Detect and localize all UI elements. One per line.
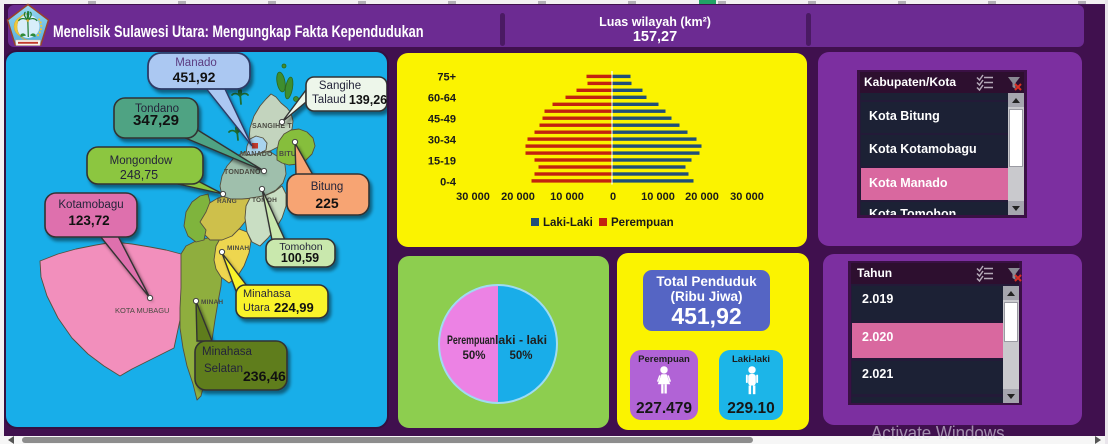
svg-text:236,46: 236,46 <box>243 368 286 384</box>
svg-text:Bitung: Bitung <box>311 181 344 193</box>
svg-text:30 000: 30 000 <box>730 191 764 203</box>
svg-text:30 000: 30 000 <box>456 191 490 203</box>
svg-text:Manado: Manado <box>175 57 217 69</box>
svg-text:Utara: Utara <box>243 302 271 314</box>
svg-text:0-4: 0-4 <box>440 177 457 189</box>
svg-text:45-49: 45-49 <box>428 114 456 126</box>
svg-text:Perempuan: Perempuan <box>447 335 495 347</box>
svg-text:15-19: 15-19 <box>428 156 456 168</box>
svg-text:60-64: 60-64 <box>428 93 457 105</box>
svg-text:KOTA MUBAGU: KOTA MUBAGU <box>115 306 169 315</box>
svg-text:10 000: 10 000 <box>641 191 675 203</box>
svg-text:Kotamobagu: Kotamobagu <box>58 199 123 211</box>
svg-text:Sangihe: Sangihe <box>319 80 361 92</box>
svg-text:20 000: 20 000 <box>685 191 719 203</box>
svg-text:75+: 75+ <box>437 72 456 84</box>
svg-text:Mongondow: Mongondow <box>110 155 173 167</box>
svg-text:Minahasa: Minahasa <box>202 346 252 358</box>
svg-text:Perempuan: Perempuan <box>611 217 674 229</box>
svg-text:123,72: 123,72 <box>68 213 109 228</box>
svg-text:RANG: RANG <box>217 198 237 205</box>
svg-text:Laki-Laki: Laki-Laki <box>543 217 593 229</box>
svg-text:Tomohon: Tomohon <box>279 241 322 253</box>
svg-text:BITU: BITU <box>279 151 296 158</box>
svg-text:451,92: 451,92 <box>173 69 216 85</box>
svg-text:225: 225 <box>315 195 339 211</box>
svg-text:10 000: 10 000 <box>550 191 584 203</box>
svg-text:30-34: 30-34 <box>428 135 457 147</box>
svg-text:MINAH: MINAH <box>227 245 249 252</box>
svg-text:248,75: 248,75 <box>120 168 158 182</box>
svg-text:laki - laki: laki - laki <box>495 335 547 347</box>
svg-text:139,26: 139,26 <box>349 93 387 107</box>
svg-text:100,59: 100,59 <box>281 251 319 265</box>
svg-text:Minahasa: Minahasa <box>243 288 292 300</box>
svg-text:Tondano: Tondano <box>135 103 179 115</box>
svg-text:TONDANO: TONDANO <box>224 169 261 176</box>
svg-text:Talaud: Talaud <box>312 94 346 106</box>
svg-text:MINAH: MINAH <box>201 299 223 306</box>
svg-text:50%: 50% <box>509 350 532 362</box>
svg-text:347,29: 347,29 <box>133 112 179 129</box>
svg-text:20 000: 20 000 <box>501 191 535 203</box>
svg-text:Selatan: Selatan <box>204 363 243 375</box>
svg-text:224,99: 224,99 <box>274 300 314 315</box>
svg-text:50%: 50% <box>462 350 485 362</box>
svg-text:SANGIHE T: SANGIHE T <box>252 123 292 130</box>
svg-text:0: 0 <box>610 191 616 203</box>
svg-text:MANADO: MANADO <box>240 151 273 158</box>
